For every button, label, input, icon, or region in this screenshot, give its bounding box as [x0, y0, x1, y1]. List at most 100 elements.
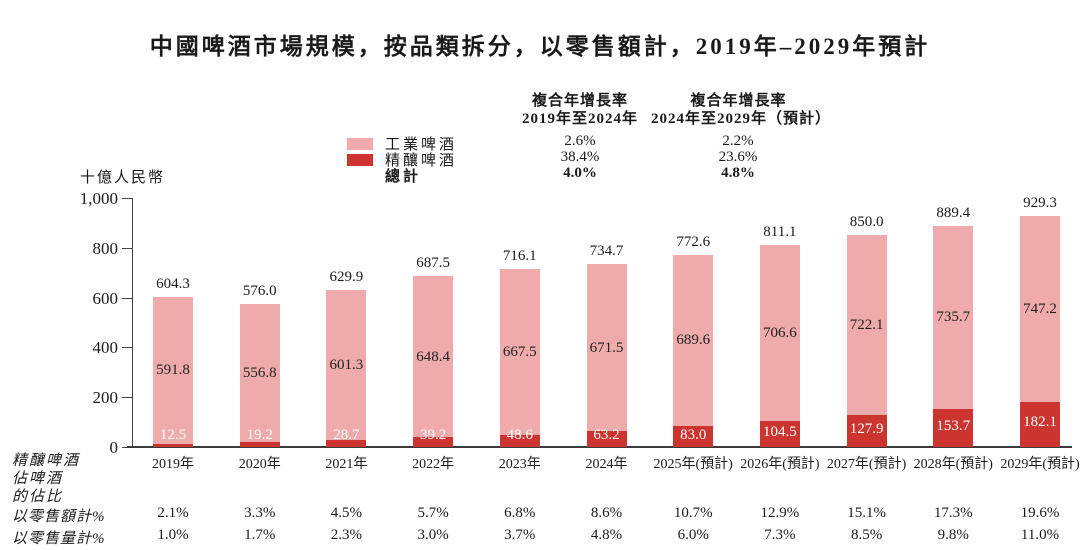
retail-value-pct-2021: 4.5%: [330, 505, 363, 521]
bar-2025: 772.6 689.6 83.0: [673, 234, 714, 447]
cagr-header-line: 複合年增長率: [690, 93, 787, 109]
x-axis-label-2024: 2024年: [585, 457, 628, 472]
segment-craft-2027: [846, 415, 887, 447]
craft-value-label-2024: 63.2: [593, 427, 620, 443]
industrial-value-label-2027: 722.1: [849, 317, 884, 334]
industrial-value-label-2020: 556.8: [242, 364, 277, 381]
bar-2027: 850.0 722.1 127.9: [846, 214, 887, 447]
segment-craft-2029: [1020, 401, 1060, 447]
retail-volume-pct-2021: 2.3%: [330, 527, 363, 543]
craft-value-label-2023: 48.6: [506, 427, 533, 443]
bar-2028: 889.4 735.7 153.7: [933, 205, 974, 447]
industrial-value-label-2028: 735.7: [936, 309, 971, 326]
retail-volume-pct-2026: 7.3%: [764, 527, 796, 543]
retail-value-pct-2023: 6.8%: [504, 505, 536, 521]
segment-industrial-2028: [933, 225, 974, 409]
craft-value-label-2027: 127.9: [849, 421, 884, 438]
segment-industrial-2026: [759, 245, 800, 421]
bar-2026: 811.1 706.6 104.5: [759, 224, 800, 447]
craft-value-label-2025: 83.0: [680, 426, 707, 443]
retail-value-pct-2028: 17.3%: [933, 505, 973, 521]
craft-value-label-2019: 12.5: [159, 427, 187, 443]
legend-label: 工業啤酒: [385, 137, 458, 153]
total-value-label-2020: 576.0: [242, 282, 277, 299]
cagr-value-total: 4.0%: [563, 165, 597, 181]
footer-group-label: 精釀啤酒 佔啤酒 的佔比: [12, 453, 81, 505]
cagr-header-2024-2029: 複合年增長率 2024年至2029年（預計）: [651, 92, 832, 128]
cagr-value: 23.6%: [718, 149, 758, 165]
y-axis-tick: [122, 198, 132, 199]
y-axis-line: [132, 198, 133, 447]
cagr-header-2019-2024: 複合年增長率 2019年至2024年: [505, 92, 655, 128]
segment-industrial-2029: [1020, 215, 1060, 402]
retail-value-pct-2025: 10.7%: [673, 505, 713, 521]
retail-volume-pct-2019: 1.0%: [157, 527, 189, 543]
retail-value-pct-2024: 8.6%: [590, 505, 623, 521]
y-axis-tick: [122, 297, 132, 299]
segment-craft-2021: [326, 439, 367, 447]
craft-value-label-2028: 153.7: [936, 417, 971, 434]
x-axis-label-2023: 2023年: [498, 457, 541, 472]
segment-craft-2022: [413, 437, 454, 447]
industrial-value-label-2019: 591.8: [156, 362, 190, 379]
y-axis-tick-label: 800: [92, 238, 119, 258]
total-value-label-2026: 811.1: [763, 224, 797, 241]
segment-industrial-2025: [673, 254, 714, 427]
bar-2020: 576.0 556.8 19.2: [239, 283, 280, 447]
segment-craft-2028: [933, 408, 974, 447]
x-axis-label-2025: 2025年(預計): [653, 457, 733, 472]
retail-value-pct-2022: 5.7%: [417, 505, 449, 521]
cagr-value: 2.2%: [722, 133, 754, 149]
segment-craft-2025: [673, 426, 714, 447]
page-title: 中國啤酒市場規模，按品類拆分，以零售額計，2019年–2029年預計: [149, 34, 931, 59]
total-value-label-2025: 772.6: [676, 233, 711, 250]
industrial-value-label-2021: 601.3: [329, 357, 364, 373]
y-axis-tick-label: 0: [109, 438, 119, 457]
y-axis-tick: [122, 347, 132, 349]
segment-craft-2019: [153, 443, 193, 447]
retail-volume-pct-2024: 4.8%: [590, 527, 623, 543]
retail-volume-pct-2020: 1.7%: [244, 527, 276, 543]
legend-item-craft-beer: 精釀啤酒: [347, 149, 457, 169]
total-value-label-2029: 929.3: [1023, 194, 1057, 211]
footer-row-label-retail-value: 以零售額計%: [12, 509, 106, 525]
bar-2019: 604.3 591.8 12.5: [153, 276, 193, 447]
bar-2029: 929.3 747.2 182.1: [1020, 195, 1060, 447]
cagr-header-line: 2024年至2029年（預計）: [651, 111, 832, 127]
y-axis-tick-label: 200: [92, 388, 119, 408]
craft-value-label-2021: 28.7: [333, 427, 360, 443]
industrial-beer-swatch: [347, 138, 373, 150]
total-value-label-2028: 889.4: [936, 204, 971, 221]
industrial-value-label-2029: 747.2: [1023, 300, 1057, 317]
x-axis-label-2020: 2020年: [238, 457, 281, 472]
bar-2023: 716.1 667.5 48.6: [499, 248, 540, 447]
segment-industrial-2019: [153, 296, 193, 444]
y-axis-tick-label: 1,000: [79, 189, 118, 208]
legend-item-industrial-beer: 工業啤酒: [347, 133, 457, 153]
retail-volume-pct-2022: 3.0%: [417, 527, 449, 543]
craft-value-label-2022: 39.2: [419, 427, 447, 443]
y-axis-tick-label: 400: [92, 338, 119, 358]
industrial-value-label-2022: 648.4: [416, 348, 450, 365]
segment-industrial-2027: [846, 235, 887, 416]
craft-beer-swatch: [347, 154, 373, 166]
total-value-label-2027: 850.0: [849, 214, 884, 231]
retail-volume-pct-2023: 3.7%: [504, 527, 536, 543]
y-axis-tick-label: 600: [92, 288, 119, 308]
retail-volume-pct-2027: 8.5%: [850, 527, 883, 543]
retail-volume-pct-2029: 11.0%: [1020, 527, 1060, 543]
segment-industrial-2022: [413, 275, 454, 438]
x-axis-label-2026: 2026年(預計): [740, 457, 820, 472]
craft-value-label-2020: 19.2: [246, 427, 273, 443]
bar-2022: 687.5 648.4 39.2: [413, 255, 454, 447]
cagr-header-line: 2019年至2024年: [521, 111, 638, 127]
retail-value-pct-2029: 19.6%: [1020, 505, 1060, 521]
y-axis-unit-label: 十億人民幣: [80, 170, 166, 186]
retail-value-pct-2027: 15.1%: [847, 505, 886, 521]
industrial-value-label-2024: 671.5: [589, 339, 624, 356]
segment-craft-2024: [586, 431, 627, 447]
x-axis-line: [127, 446, 1072, 448]
retail-value-pct-2019: 2.1%: [157, 505, 189, 521]
footer-row-label-retail-volume: 以零售量計%: [12, 531, 106, 547]
